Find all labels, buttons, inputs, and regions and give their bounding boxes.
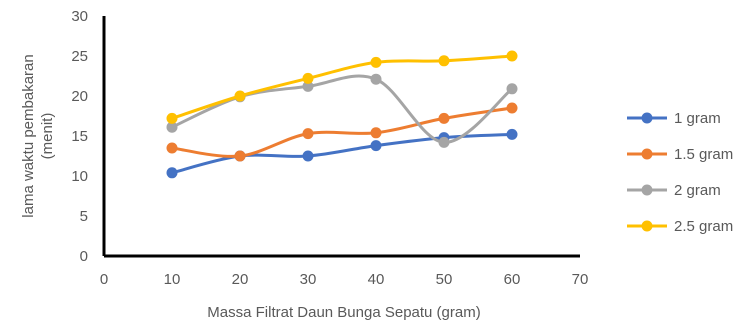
- legend-item: 1.5 gram: [627, 146, 733, 163]
- data-point: [438, 136, 450, 148]
- x-tick-label: 10: [164, 271, 181, 288]
- x-axis-ticks: 0 10 20 30 40 50 60 70: [100, 271, 589, 288]
- series-group: [166, 50, 518, 179]
- x-tick-label: 40: [368, 271, 385, 288]
- data-point: [302, 150, 314, 162]
- legend-item: 2.5 gram: [627, 218, 733, 235]
- legend-marker: [641, 220, 653, 232]
- data-point: [302, 128, 314, 140]
- data-point: [302, 72, 314, 84]
- y-axis-ticks: 0 5 10 15 20 25 30: [71, 8, 88, 265]
- y-tick-label: 0: [80, 248, 88, 265]
- x-tick-label: 50: [436, 271, 453, 288]
- y-tick-label: 5: [80, 208, 88, 225]
- legend-label: 1.5 gram: [674, 146, 733, 163]
- legend-item: 2 gram: [627, 182, 721, 199]
- legend-item: 1 gram: [627, 110, 721, 127]
- data-point: [166, 142, 178, 154]
- y-tick-label: 15: [71, 128, 88, 145]
- x-tick-label: 70: [572, 271, 589, 288]
- data-point: [234, 90, 246, 102]
- y-axis-title-line-1: lama waktu pembakaran: [20, 54, 37, 217]
- data-point: [370, 56, 382, 68]
- series-line: [171, 54, 513, 120]
- x-tick-label: 0: [100, 271, 108, 288]
- data-point: [166, 167, 178, 179]
- data-point: [166, 112, 178, 124]
- series-line: [171, 132, 513, 175]
- x-tick-label: 30: [300, 271, 317, 288]
- x-tick-label: 20: [232, 271, 249, 288]
- legend: 1 gram 1.5 gram 2 gram 2.5 gram: [627, 110, 733, 235]
- data-point: [370, 127, 382, 139]
- data-point: [166, 121, 178, 133]
- series-line: [171, 106, 513, 158]
- legend-marker: [641, 148, 653, 160]
- y-tick-label: 25: [71, 48, 88, 65]
- data-point: [506, 102, 518, 114]
- data-point: [370, 140, 382, 152]
- y-axis-title-line-2: (menit): [39, 113, 56, 160]
- legend-marker: [641, 112, 653, 124]
- data-point: [438, 112, 450, 124]
- data-point: [234, 150, 246, 162]
- data-point: [302, 80, 314, 92]
- y-tick-label: 10: [71, 168, 88, 185]
- data-point: [438, 55, 450, 67]
- legend-label: 1 gram: [674, 110, 721, 127]
- y-tick-label: 30: [71, 8, 88, 25]
- series-2: [166, 102, 518, 162]
- legend-marker: [641, 184, 653, 196]
- data-point: [370, 73, 382, 85]
- x-tick-label: 60: [504, 271, 521, 288]
- data-point: [506, 128, 518, 140]
- legend-label: 2.5 gram: [674, 218, 733, 235]
- series-1: [166, 128, 518, 179]
- data-point: [506, 83, 518, 95]
- y-tick-label: 20: [71, 88, 88, 105]
- x-axis-title: Massa Filtrat Daun Bunga Sepatu (gram): [207, 304, 480, 321]
- data-point: [506, 50, 518, 62]
- legend-label: 2 gram: [674, 182, 721, 199]
- series-4: [166, 50, 518, 124]
